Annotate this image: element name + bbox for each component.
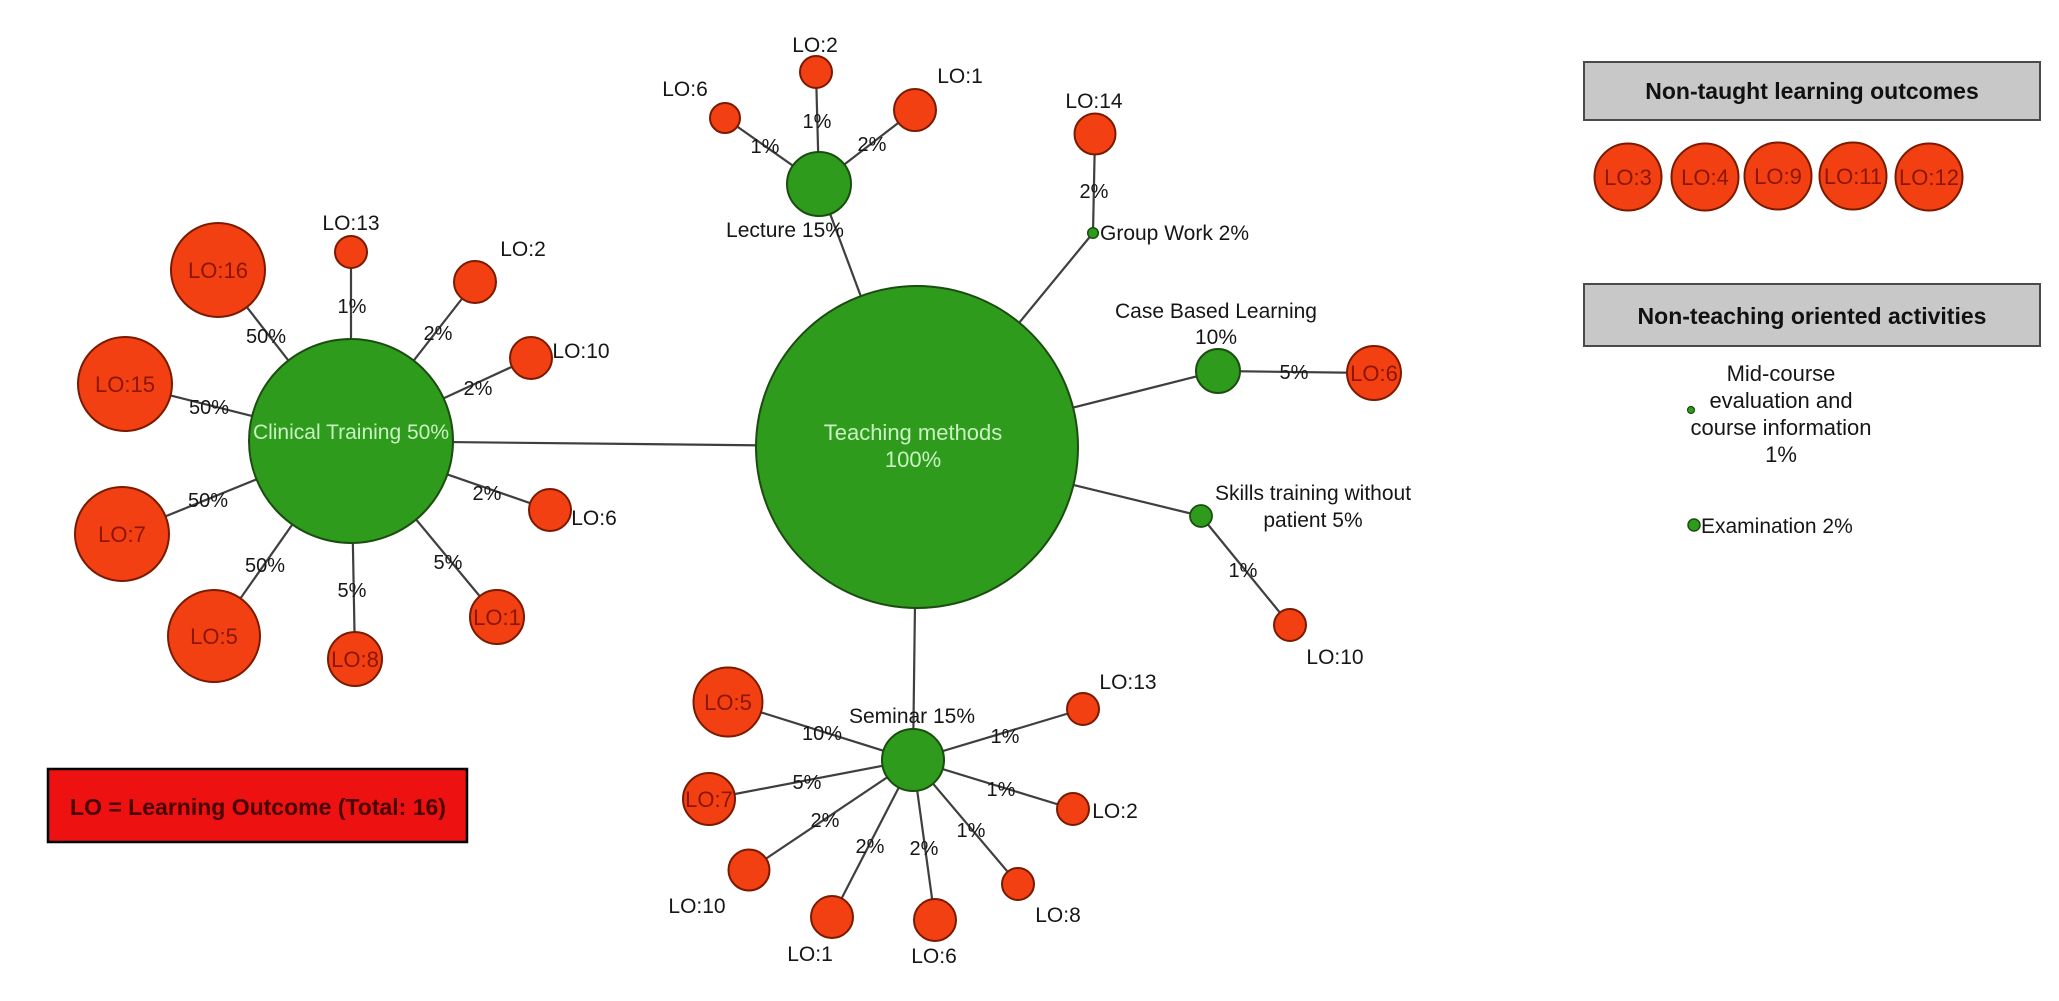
svg-text:1%: 1% [338, 296, 367, 318]
svg-text:2%: 2% [811, 810, 840, 832]
svg-text:patient 5%: patient 5% [1263, 509, 1362, 532]
svg-text:2%: 2% [424, 323, 453, 345]
svg-text:LO:8: LO:8 [1035, 904, 1081, 927]
svg-text:LO:3: LO:3 [1604, 165, 1652, 190]
svg-text:2%: 2% [473, 483, 502, 505]
svg-text:5%: 5% [338, 580, 367, 602]
svg-text:evaluation and: evaluation and [1709, 388, 1852, 413]
svg-text:LO:7: LO:7 [685, 787, 733, 812]
svg-text:2%: 2% [910, 838, 939, 860]
svg-text:LO:10: LO:10 [1306, 646, 1363, 669]
svg-text:LO:13: LO:13 [322, 212, 379, 235]
svg-text:10%: 10% [802, 723, 842, 745]
svg-text:50%: 50% [188, 490, 228, 512]
svg-text:2%: 2% [1080, 181, 1109, 203]
svg-text:Teaching methods: Teaching methods [824, 420, 1003, 445]
svg-text:50%: 50% [189, 397, 229, 419]
svg-text:5%: 5% [793, 772, 822, 794]
svg-text:Case Based Learning: Case Based Learning [1115, 300, 1317, 323]
svg-text:2%: 2% [858, 134, 887, 156]
svg-text:Clinical Training 50%: Clinical Training 50% [253, 421, 449, 444]
svg-text:LO:1: LO:1 [937, 65, 983, 88]
svg-text:LO:6: LO:6 [662, 78, 708, 101]
svg-text:LO:16: LO:16 [188, 258, 248, 283]
svg-text:LO:5: LO:5 [704, 690, 752, 715]
svg-text:LO:5: LO:5 [190, 624, 238, 649]
svg-text:100%: 100% [885, 447, 941, 472]
svg-text:Seminar 15%: Seminar 15% [849, 705, 975, 728]
svg-text:LO:9: LO:9 [1754, 164, 1802, 189]
svg-text:course information: course information [1691, 415, 1872, 440]
svg-text:5%: 5% [1280, 362, 1309, 384]
svg-text:LO:6: LO:6 [1350, 361, 1398, 386]
svg-text:Group Work 2%: Group Work 2% [1100, 222, 1249, 245]
svg-text:2%: 2% [856, 836, 885, 858]
svg-text:1%: 1% [957, 820, 986, 842]
svg-text:LO:15: LO:15 [95, 372, 155, 397]
svg-text:LO:12: LO:12 [1899, 165, 1959, 190]
svg-text:Non-teaching oriented activiti: Non-teaching oriented activities [1638, 303, 1987, 329]
svg-text:Mid-course: Mid-course [1727, 361, 1836, 386]
svg-text:50%: 50% [246, 326, 286, 348]
svg-text:10%: 10% [1195, 326, 1237, 349]
svg-text:LO = Learning Outcome (Total:: LO = Learning Outcome (Total: 16) [70, 794, 446, 820]
svg-text:LO:6: LO:6 [911, 945, 957, 968]
svg-text:1%: 1% [803, 111, 832, 133]
svg-text:LO:1: LO:1 [787, 943, 833, 966]
svg-text:LO:1: LO:1 [473, 605, 521, 630]
svg-text:Examination 2%: Examination 2% [1701, 515, 1853, 538]
svg-text:Non-taught learning outcomes: Non-taught learning outcomes [1645, 78, 1979, 104]
svg-text:LO:2: LO:2 [500, 238, 546, 261]
svg-text:LO:8: LO:8 [331, 647, 379, 672]
svg-text:1%: 1% [987, 779, 1016, 801]
svg-text:LO:14: LO:14 [1065, 90, 1123, 113]
svg-text:1%: 1% [1765, 442, 1797, 467]
svg-text:Skills training without: Skills training without [1215, 482, 1411, 505]
svg-text:2%: 2% [464, 378, 493, 400]
svg-text:LO:7: LO:7 [98, 522, 146, 547]
svg-text:LO:2: LO:2 [792, 34, 838, 57]
svg-text:LO:6: LO:6 [571, 507, 617, 530]
svg-text:LO:4: LO:4 [1681, 165, 1729, 190]
svg-text:LO:13: LO:13 [1099, 671, 1156, 694]
svg-text:1%: 1% [991, 726, 1020, 748]
svg-text:1%: 1% [751, 136, 780, 158]
svg-text:5%: 5% [434, 552, 463, 574]
svg-text:LO:10: LO:10 [668, 895, 725, 918]
svg-text:LO:11: LO:11 [1824, 164, 1882, 189]
svg-text:LO:2: LO:2 [1092, 800, 1138, 823]
svg-text:LO:10: LO:10 [552, 340, 609, 363]
svg-text:50%: 50% [245, 555, 285, 577]
svg-text:Lecture 15%: Lecture 15% [726, 219, 844, 242]
svg-text:1%: 1% [1229, 560, 1258, 582]
